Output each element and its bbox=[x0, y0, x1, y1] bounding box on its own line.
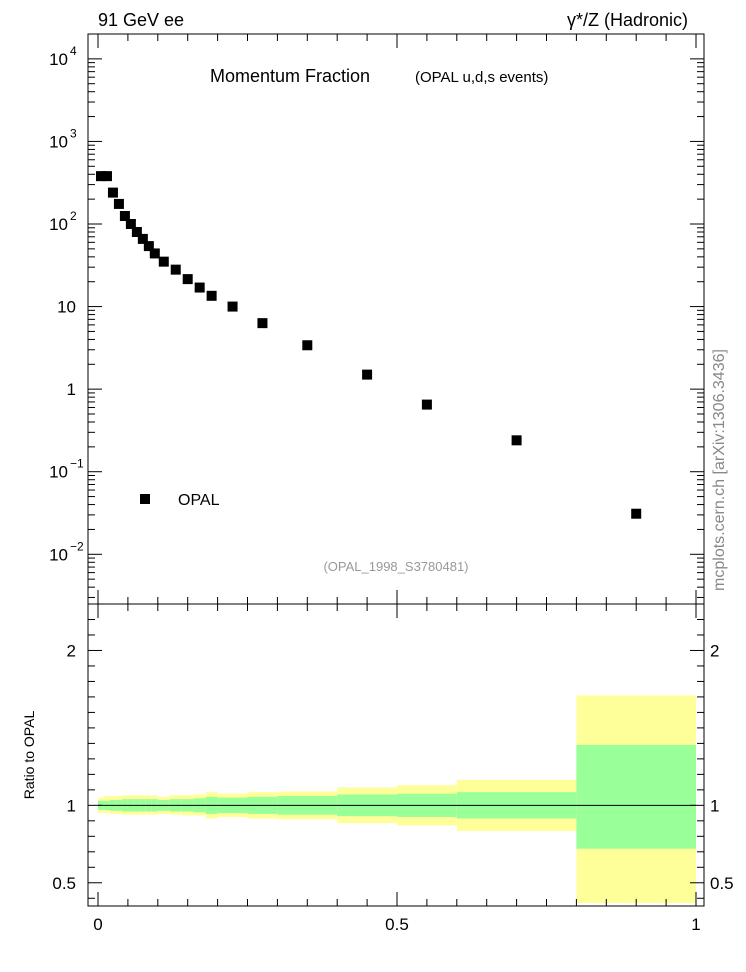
main-y-tick-label: 10 bbox=[49, 463, 68, 482]
data-point bbox=[158, 256, 169, 267]
legend-marker bbox=[140, 494, 150, 504]
ratio-y-tick-label-left: 0.5 bbox=[52, 874, 76, 893]
data-point bbox=[125, 219, 136, 229]
data-point bbox=[631, 508, 642, 519]
plot-title: Momentum Fraction bbox=[210, 66, 370, 86]
data-point bbox=[194, 282, 205, 293]
ratio-ticks bbox=[88, 604, 704, 906]
data-point bbox=[421, 399, 432, 410]
header-right: γ*/Z (Hadronic) bbox=[567, 10, 688, 30]
data-point bbox=[119, 210, 130, 221]
plot-subtitle: (OPAL u,d,s events) bbox=[415, 69, 548, 86]
data-point bbox=[182, 274, 193, 285]
ratio-plot: 0.5 0.5 1 1 2 2 0 0.5 1 Ratio to OPAL bbox=[21, 603, 734, 934]
data-point bbox=[257, 318, 268, 329]
main-y-tick-label: 10 bbox=[57, 298, 76, 317]
ratio-inner-band bbox=[576, 744, 696, 849]
data-point bbox=[302, 340, 313, 351]
x-tick-label: 0 bbox=[93, 915, 102, 934]
data-point bbox=[107, 187, 118, 198]
data-points bbox=[95, 171, 642, 519]
data-point bbox=[206, 290, 217, 301]
data-point bbox=[227, 301, 238, 312]
ratio-tick-labels: 0.5 0.5 1 1 2 2 0 0.5 1 bbox=[52, 641, 733, 934]
data-point bbox=[170, 264, 181, 275]
main-ticks bbox=[88, 33, 704, 604]
main-y-tick-exponent: 4 bbox=[70, 44, 77, 58]
analysis-id: (OPAL_1998_S3780481) bbox=[323, 559, 468, 574]
data-point bbox=[149, 248, 160, 259]
main-y-tick-label: 10 bbox=[49, 545, 68, 564]
main-y-tick-exponent: −1 bbox=[70, 457, 84, 471]
main-y-tick-exponent: 3 bbox=[70, 126, 77, 140]
data-point bbox=[143, 241, 154, 252]
data-point bbox=[95, 171, 106, 182]
ratio-y-tick-label-right: 1 bbox=[710, 796, 719, 815]
x-tick-label: 1 bbox=[691, 915, 700, 934]
main-y-tick-label: 1 bbox=[67, 380, 76, 399]
ratio-y-label: Ratio to OPAL bbox=[21, 711, 37, 800]
data-point bbox=[511, 435, 522, 446]
main-y-tick-exponent: −2 bbox=[70, 539, 84, 553]
data-point bbox=[101, 171, 112, 182]
data-point bbox=[137, 233, 148, 244]
data-point bbox=[362, 369, 373, 380]
header-left: 91 GeV ee bbox=[98, 10, 184, 30]
main-frame bbox=[87, 33, 705, 605]
ratio-y-tick-label-right: 2 bbox=[710, 641, 719, 660]
main-y-tick-label: 10 bbox=[49, 132, 68, 151]
main-y-tick-exponent: 2 bbox=[70, 209, 77, 223]
data-point bbox=[113, 198, 124, 209]
ratio-bands bbox=[98, 695, 696, 903]
data-point bbox=[131, 227, 142, 238]
main-y-tick-label: 10 bbox=[49, 215, 68, 234]
side-watermark-label: mcplots.cern.ch [arXiv:1306.3436] bbox=[711, 349, 728, 591]
ratio-y-tick-label-left: 1 bbox=[67, 796, 76, 815]
ratio-y-tick-label-right: 0.5 bbox=[710, 874, 734, 893]
ratio-frame bbox=[87, 603, 705, 907]
main-y-tick-label: 10 bbox=[49, 50, 68, 69]
legend-label: OPAL bbox=[178, 492, 220, 509]
ratio-y-tick-label-left: 2 bbox=[67, 641, 76, 660]
x-tick-label: 0.5 bbox=[385, 915, 409, 934]
